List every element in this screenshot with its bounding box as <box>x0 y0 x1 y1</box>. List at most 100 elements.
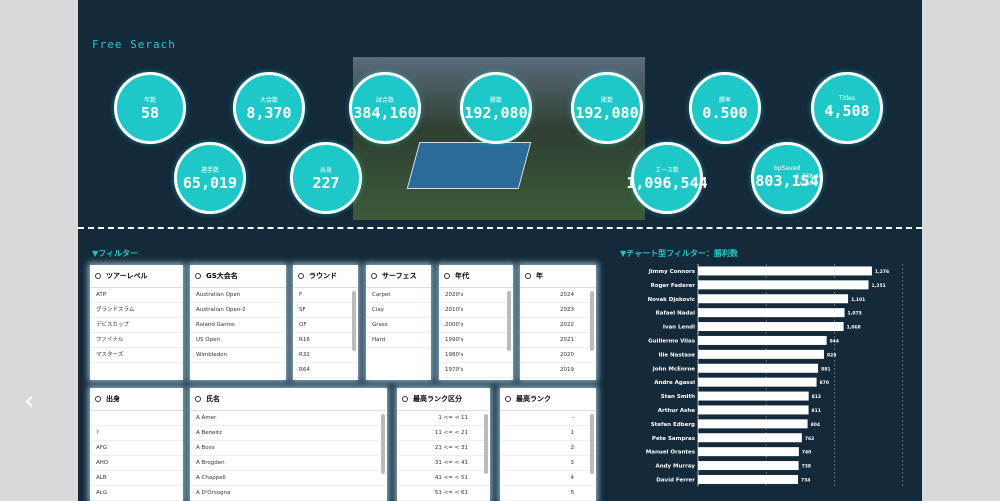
filter-item[interactable]: 2018 <box>520 378 596 380</box>
kpi-circle: 出身 227 <box>290 142 362 214</box>
filter-item[interactable]: 51 <= < 61 <box>397 486 490 501</box>
filter-item[interactable]: マスターズ <box>90 348 183 363</box>
filter-box[interactable]: 年代2020's2010's2000's1990's1980's1970's19… <box>439 265 513 380</box>
filter-item[interactable]: Clay <box>366 303 431 318</box>
filter-item[interactable]: Hard <box>366 333 431 348</box>
filter-item[interactable]: A Amer <box>190 411 387 426</box>
filter-item[interactable]: ALB <box>90 471 183 486</box>
filter-item[interactable]: 2000's <box>439 318 513 333</box>
prev-arrow[interactable]: ‹ <box>24 386 35 416</box>
filter-item[interactable]: 41 <= < 51 <box>397 471 490 486</box>
filter-item[interactable]: 2019 <box>520 363 596 378</box>
filter-box[interactable]: 最高ランク -1 2 3 4 5 <box>500 388 596 501</box>
filter-item[interactable]: 1 <box>500 426 596 441</box>
filter-item[interactable]: 1980's <box>439 348 513 363</box>
bar-chart: Jimmy Connors 1,276 Roger Federer 1,251 Nova… <box>646 264 903 487</box>
bar[interactable] <box>698 391 809 401</box>
filter-header: 氏名 <box>190 388 387 411</box>
divider <box>78 227 922 229</box>
filter-item[interactable]: ? <box>90 426 183 441</box>
filter-box[interactable]: 氏名 A Amer A Berwitz A Boss A Brogden A Chappe… <box>190 388 387 501</box>
filter-item[interactable]: Roland Garros <box>190 318 286 333</box>
kpi-circle: 勝率 0.500 <box>689 72 761 144</box>
filter-item[interactable]: デビスカップ <box>90 318 183 333</box>
filter-item[interactable]: 5 <box>500 486 596 501</box>
bar[interactable] <box>698 433 802 443</box>
filter-item[interactable]: 2020 <box>520 348 596 363</box>
filter-item[interactable]: F <box>293 288 358 303</box>
kpi-value: 384,160 <box>353 104 417 122</box>
bar[interactable] <box>698 474 799 484</box>
kpi-circle: 試合数 384,160 <box>349 72 421 144</box>
filter-item[interactable]: R32 <box>293 348 358 363</box>
bar[interactable] <box>698 308 845 318</box>
filter-item[interactable]: 2021 <box>520 333 596 348</box>
filter-item[interactable]: AHO <box>90 456 183 471</box>
bar[interactable] <box>698 349 824 359</box>
bar[interactable] <box>698 363 819 373</box>
bar[interactable] <box>698 266 872 276</box>
filter-item[interactable]: グランドスラム <box>90 303 183 318</box>
filter-item[interactable]: Carpet <box>366 288 431 303</box>
filter-item[interactable]: 2024 <box>520 288 596 303</box>
bar[interactable] <box>698 335 827 345</box>
filter-item[interactable]: 1960's <box>439 378 513 380</box>
filter-item[interactable]: ファイナル <box>90 333 183 348</box>
filter-item[interactable]: 4 <box>500 471 596 486</box>
filter-item[interactable]: R128 <box>293 378 358 380</box>
filter-item[interactable]: Australian Open-2 <box>190 303 286 318</box>
category-label: David Ferrer <box>656 477 695 483</box>
kpi-extra: 1,338,40 <box>796 173 823 180</box>
filter-item[interactable]: 11 <= < 21 <box>397 426 490 441</box>
filter-item[interactable]: 31 <= < 41 <box>397 456 490 471</box>
filter-item[interactable]: 2020's <box>439 288 513 303</box>
filter-item[interactable]: Australian Open <box>190 288 286 303</box>
filter-box[interactable]: 最高ランク区分 1 <= < 11 11 <= < 21 21 <= < 31 31 <… <box>397 388 490 501</box>
filter-box[interactable]: サーフェス Carpet Clay Grass Hard <box>366 265 431 380</box>
bar[interactable] <box>698 294 849 304</box>
filter-item[interactable]: 2023 <box>520 303 596 318</box>
category-label: Pete Sampras <box>652 436 696 442</box>
bar[interactable] <box>698 419 808 429</box>
filter-item[interactable]: Grass <box>366 318 431 333</box>
filter-item[interactable]: SF <box>293 303 358 318</box>
bar[interactable] <box>698 322 844 332</box>
filter-item[interactable]: - <box>500 411 596 426</box>
filter-item[interactable]: ATP <box>90 288 183 303</box>
filter-item[interactable]: 3 <box>500 456 596 471</box>
bar[interactable] <box>698 447 799 457</box>
filter-item[interactable]: 2022 <box>520 318 596 333</box>
filter-box[interactable]: ラウンドFSFQFR16R32R64R128 <box>293 265 358 380</box>
filter-item[interactable]: US Open <box>190 333 286 348</box>
filter-item[interactable]: 2010's <box>439 303 513 318</box>
filter-item[interactable]: QF <box>293 318 358 333</box>
filter-item[interactable]: ALG <box>90 486 183 501</box>
kpi-label: 勝率 <box>718 97 731 104</box>
filter-item[interactable]: 1 <= < 11 <box>397 411 490 426</box>
value-label: 738 <box>802 464 811 470</box>
filter-item[interactable]: A Brogden <box>190 456 387 471</box>
filter-item[interactable]: R64 <box>293 363 358 378</box>
filter-box[interactable]: 出身? AFG AHO ALB ALG <box>90 388 183 501</box>
filter-item[interactable]: 2 <box>500 441 596 456</box>
bar[interactable] <box>698 280 869 290</box>
filter-item[interactable]: A Chappell <box>190 471 387 486</box>
bar[interactable] <box>698 461 799 471</box>
filter-item[interactable]: 1970's <box>439 363 513 378</box>
filter-item[interactable]: AFG <box>90 441 183 456</box>
filter-item[interactable]: 1990's <box>439 333 513 348</box>
filter-item[interactable]: R16 <box>293 333 358 348</box>
filter-item[interactable]: Wimbledon <box>190 348 286 363</box>
filter-item[interactable]: A Boss <box>190 441 387 456</box>
filter-item[interactable]: 21 <= < 31 <box>397 441 490 456</box>
filter-item[interactable]: A Berwitz <box>190 426 387 441</box>
bar[interactable] <box>698 377 817 387</box>
filter-box[interactable]: GS大会名 Australian Open Australian Open-2 Rol… <box>190 265 286 380</box>
filter-box[interactable]: 年2024202320222021202020192018 <box>520 265 596 380</box>
kpi-label: 勝数 <box>489 97 502 104</box>
filter-item[interactable]: A D'Orsogna <box>190 486 387 501</box>
bar[interactable] <box>698 405 809 415</box>
kpi-value: 65,019 <box>182 174 238 192</box>
filter-box[interactable]: ツアーレベル ATP グランドスラム デビスカップ ファイナル マスターズ <box>90 265 183 380</box>
